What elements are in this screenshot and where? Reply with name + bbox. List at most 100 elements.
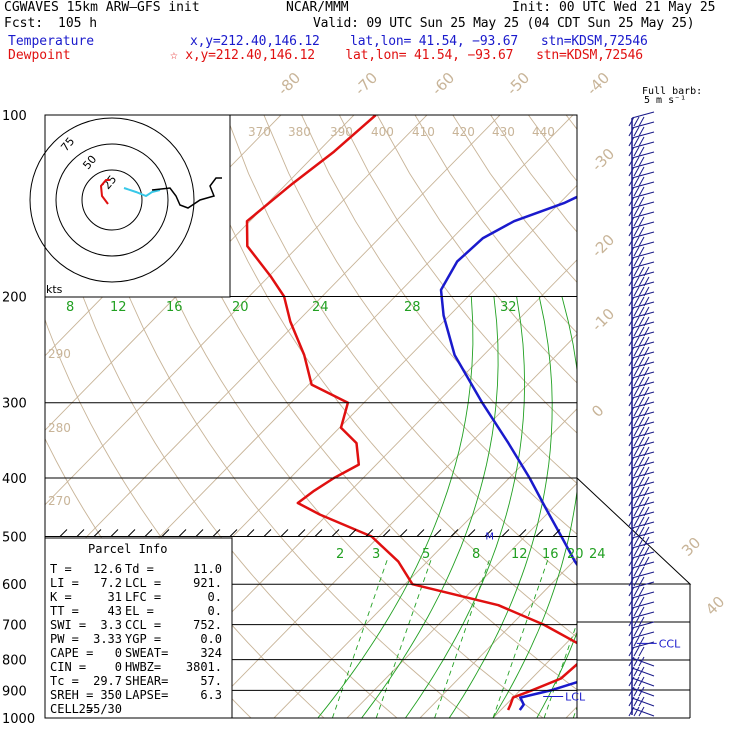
wind-barb-feather-254 xyxy=(638,196,645,207)
barb-legend-units: 5 m s⁻¹ xyxy=(644,95,687,106)
mixing-ratio-label-145: 8 xyxy=(472,547,480,562)
parcel-value-173: 11.0 xyxy=(193,562,222,576)
wind-barb-staff-419 xyxy=(631,541,655,549)
isotherm-label-113: -80 xyxy=(274,69,304,99)
wind-barb-staff-299 xyxy=(631,301,655,309)
wind-barb-feather-484 xyxy=(638,696,645,707)
parcel-key-184: EL = xyxy=(125,604,154,618)
wind-barb-feather-452 xyxy=(638,616,645,627)
isotherm-21 xyxy=(712,115,740,718)
parcel-key-210: CELL = xyxy=(50,702,93,716)
parcel-value-195: 0 xyxy=(115,646,122,660)
wind-barb-feather-366 xyxy=(633,436,640,447)
isotherm-label-120: -10 xyxy=(588,305,618,335)
wind-barb-feather-292 xyxy=(638,286,645,297)
wind-barb-feather-347 xyxy=(638,396,645,407)
wind-barb-staff-404 xyxy=(631,511,655,519)
wind-barb-feather-337 xyxy=(638,376,645,387)
wind-barb-feather-479 xyxy=(633,686,640,697)
wind-barb-feather-311 xyxy=(633,326,640,337)
series-0-162 xyxy=(439,195,577,711)
wind-barb-feather-226 xyxy=(638,126,645,137)
hatch-mark-102 xyxy=(382,529,391,537)
dry-adiabat-43 xyxy=(642,115,740,718)
hatch-mark-92 xyxy=(212,529,221,537)
moist-adiabat-49 xyxy=(448,296,553,718)
wind-barb-feather-443 xyxy=(633,596,640,607)
wind-barb-feather-406 xyxy=(633,516,640,527)
parcel-key-208: LAPSE= xyxy=(125,688,168,702)
parcel-value-177: 921. xyxy=(193,576,222,590)
parcel-key-196: SWEAT= xyxy=(125,646,168,660)
wind-barb-feather-463 xyxy=(633,646,640,657)
wind-barb-feather-427 xyxy=(638,556,645,567)
isotherm-19 xyxy=(565,706,577,718)
parcel-value-197: 324 xyxy=(200,646,222,660)
mixing-ratio-label-142: 2 xyxy=(336,547,344,562)
pressure-tick-label-63: 100 xyxy=(2,109,27,124)
hatch-mark-87 xyxy=(127,529,136,537)
wind-barb-feather-356 xyxy=(633,416,640,427)
wind-barb-feather-451 xyxy=(633,616,640,627)
wind-barb-feather-316 xyxy=(633,336,640,347)
theta-e-label-137: 16 xyxy=(166,300,183,315)
wind-barb-feather-342 xyxy=(638,386,645,397)
dry-adiabat-44 xyxy=(680,115,740,718)
hodograph-cyan-trace-159 xyxy=(123,187,161,198)
hatch-mark-88 xyxy=(144,529,153,537)
wind-barb-staff-424 xyxy=(631,551,655,559)
dry-adiabat-42 xyxy=(604,115,740,718)
wind-barb-feather-472 xyxy=(638,666,645,677)
wind-barb-feather-421 xyxy=(633,546,640,557)
parcel-value-187: 3.3 xyxy=(100,618,122,632)
mixing-ratio-label-143: 3 xyxy=(372,547,380,562)
wind-barb-feather-361 xyxy=(633,426,640,437)
wind-barb-feather-258 xyxy=(638,206,645,217)
wind-barb-staff-364 xyxy=(631,431,655,439)
wind-barb-feather-382 xyxy=(638,466,645,477)
wind-barb-feather-416 xyxy=(633,536,640,547)
hodograph-units-157: kts xyxy=(46,283,63,296)
wind-barb-feather-327 xyxy=(638,356,645,367)
wind-barb-staff-453 xyxy=(631,621,655,629)
wind-barb-staff-231 xyxy=(631,141,655,149)
wind-barb-feather-331 xyxy=(633,366,640,377)
series-1-161 xyxy=(245,115,577,711)
hatch-mark-98 xyxy=(314,529,323,537)
isotherm-label-114: -70 xyxy=(351,69,381,99)
forecast-hours: 105 h xyxy=(58,16,98,31)
wind-barb-feather-242 xyxy=(638,166,645,177)
wind-barb-feather-306 xyxy=(633,316,640,327)
wind-barb-feather-229 xyxy=(633,136,640,147)
theta-label-134: 270 xyxy=(48,494,71,508)
parcel-value-175: 7.2 xyxy=(100,576,122,590)
pressure-tick-label-67: 300 xyxy=(2,397,27,412)
parcel-panel-168 xyxy=(44,537,233,719)
temperature-legend: Temperature xyxy=(8,34,95,49)
hatch-mark-93 xyxy=(229,529,238,537)
wind-barb-feather-322 xyxy=(638,346,645,357)
isotherm-14 xyxy=(200,333,577,718)
pressure-tick-label-69: 400 xyxy=(2,472,27,487)
wind-barb-feather-245 xyxy=(633,176,640,187)
wind-barb-feather-287 xyxy=(638,276,645,287)
parcel-value-191: 3.33 xyxy=(93,632,122,646)
wind-barb-feather-488 xyxy=(638,706,645,717)
parcel-key-180: LFC = xyxy=(125,590,161,604)
dry-adiabat-28 xyxy=(74,115,471,718)
wind-barb-staff-247 xyxy=(631,181,655,189)
wind-barb-feather-332 xyxy=(638,366,645,377)
hodograph-low-trace-158 xyxy=(99,179,110,205)
wind-barb-staff-251 xyxy=(631,191,655,199)
wind-barb-staff-433 xyxy=(631,571,655,579)
wind-barb-staff-429 xyxy=(631,561,655,569)
wind-barb-feather-460 xyxy=(638,636,645,647)
theta-label-128: 410 xyxy=(412,125,435,139)
wind-barb-feather-278 xyxy=(638,256,645,267)
wind-barb-feather-221 xyxy=(633,116,640,127)
wind-barb-staff-279 xyxy=(631,261,655,269)
hatch-mark-106 xyxy=(450,529,459,537)
wind-barb-feather-238 xyxy=(638,156,645,167)
dewpoint-legend: Dewpoint xyxy=(8,48,71,63)
hatch-mark-89 xyxy=(161,529,170,537)
